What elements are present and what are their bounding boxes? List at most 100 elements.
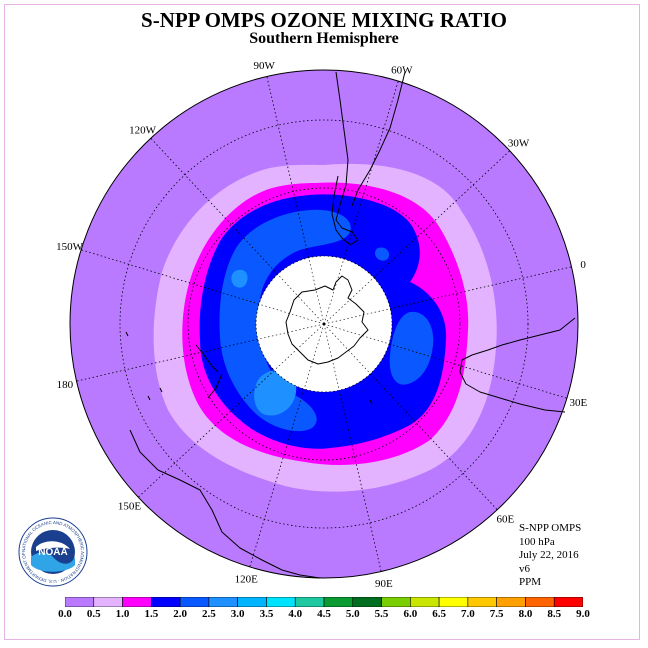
meridian-line — [343, 80, 399, 260]
colorbar-segment — [122, 597, 152, 607]
colorbar-segment — [438, 597, 469, 607]
contour-band-2-0-small — [375, 247, 390, 261]
colorbar-segment — [294, 597, 325, 607]
colorbar-segment — [381, 597, 411, 607]
meridian-line — [266, 76, 310, 258]
info-pressure: 100 hPa — [519, 535, 555, 548]
colorbar-segment — [323, 597, 354, 607]
colorbar-label: 1.5 — [144, 608, 159, 620]
longitude-label: 120E — [235, 573, 259, 585]
colorbar-label: 8.0 — [518, 608, 533, 620]
colorbar-label: 7.0 — [461, 608, 475, 620]
colorbar-label: 2.5 — [202, 608, 216, 620]
plot-info: S-NPP OMPS 100 hPa July 22, 2016 v6 PPM — [519, 522, 581, 590]
colorbar-label: 4.5 — [317, 608, 331, 620]
colorbar-label: 5.0 — [345, 608, 360, 620]
colorbar-segment — [410, 597, 440, 607]
colorbar-label: 6.5 — [432, 608, 446, 620]
meridian-line — [150, 137, 278, 275]
meridian-line — [249, 388, 305, 568]
meridian-lines — [76, 76, 572, 572]
meridian-line — [373, 150, 511, 278]
meridian-line — [388, 343, 568, 399]
longitude-label: 0 — [580, 259, 586, 271]
colorbar-label: 7.5 — [489, 608, 504, 620]
colorbar-segment — [525, 597, 555, 607]
meridian-line-inner — [323, 308, 391, 325]
colorbar-label: 8.5 — [547, 608, 562, 620]
meridian-line-inner — [323, 323, 390, 345]
meridian-line-inner — [323, 277, 374, 325]
colorbar — [65, 597, 583, 607]
longitude-label: 120W — [129, 124, 157, 136]
meridian-line — [370, 373, 498, 511]
figure-frame — [4, 4, 640, 640]
longitude-label: 60W — [391, 65, 413, 77]
south-pole-dot — [322, 322, 326, 326]
graticule — [119, 119, 529, 529]
colorbar-segment — [467, 597, 497, 607]
colorbar-segment — [179, 597, 210, 607]
colorbar-segment — [496, 597, 526, 607]
colorbar-label: 5.5 — [374, 608, 389, 620]
noaa-logo-text: NOAA — [38, 547, 67, 558]
meridian-line-inner — [303, 323, 325, 390]
colorbar-label: 4.0 — [288, 608, 303, 620]
colorbar-label: 6.0 — [403, 608, 418, 620]
meridian-line-inner — [277, 274, 325, 325]
colorbar-label: 3.5 — [259, 608, 274, 620]
longitude-labels: 90W 60W 30W 0 30E 60E 90E 120E 150E 180 150W 120W — [56, 60, 587, 590]
meridian-line-inner — [274, 323, 325, 371]
meridian-line — [338, 390, 382, 572]
longitude-label: 150E — [118, 500, 142, 512]
antarctica-coastline — [285, 275, 369, 365]
colorbar-labels: 0.0 0.5 1.0 1.5 2.0 2.5 3.0 3.5 4.0 4.5 5.0 5.5 6.0 6… — [0, 608, 648, 624]
contour-band-2-5-spot-1 — [254, 369, 297, 416]
info-date: July 22, 2016 — [519, 549, 579, 561]
colorbar-segment — [151, 597, 181, 607]
coastlines — [125, 71, 576, 579]
meridian-line-inner — [323, 323, 371, 374]
colorbar-label: 0.0 — [58, 608, 72, 620]
south-america-coastline — [331, 71, 359, 246]
meridian-line-inner — [323, 258, 345, 325]
longitude-label: 30E — [570, 397, 588, 409]
colorbar-segment — [237, 597, 267, 607]
colorbar-segment — [93, 597, 123, 607]
meridian-line — [390, 266, 572, 310]
longitude-label: 180 — [57, 379, 74, 391]
meridian-line-inner — [258, 303, 325, 325]
page-subtitle: Southern Hemisphere — [249, 30, 399, 47]
longitude-label: 90E — [375, 578, 393, 590]
colorbar-label: 0.5 — [86, 608, 101, 620]
south-america-east-coast — [351, 71, 406, 207]
longitude-label: 60E — [497, 514, 515, 526]
antarctic-islands — [125, 331, 373, 405]
colorbar-segment — [553, 597, 583, 607]
longitude-label: 30W — [508, 138, 530, 150]
contour-band-2-5-spot-2 — [231, 269, 248, 288]
africa-coastline — [459, 317, 576, 413]
contour-band-2-0-left — [219, 209, 351, 432]
colorbar-label: 9.0 — [576, 608, 590, 620]
longitude-label: 150W — [56, 241, 84, 253]
meridian-line-inner — [308, 257, 325, 325]
colorbar-segment — [352, 597, 382, 607]
noaa-logo: NOAA NATIONAL OCEANIC AND ATMOSPHERIC AD… — [18, 517, 88, 587]
meridian-line-inner — [323, 323, 340, 391]
meridian-line — [137, 370, 275, 498]
colorbar-segment — [266, 597, 296, 607]
longitude-label: 90W — [253, 60, 275, 72]
meridian-line-inner — [257, 323, 325, 340]
new-zealand-coastline — [195, 344, 223, 399]
colorbar-segment — [208, 597, 238, 607]
contour-band-2-0-right — [389, 311, 434, 385]
info-instrument: S-NPP OMPS — [519, 522, 582, 534]
colorbar-label: 1.0 — [115, 608, 130, 620]
page-title: S-NPP OMPS OZONE MIXING RATIO — [141, 8, 507, 32]
australia-coastline — [129, 429, 321, 579]
info-version: v6 — [519, 562, 530, 575]
colorbar-segment — [65, 597, 95, 607]
colorbar-label: 3.0 — [230, 608, 245, 620]
